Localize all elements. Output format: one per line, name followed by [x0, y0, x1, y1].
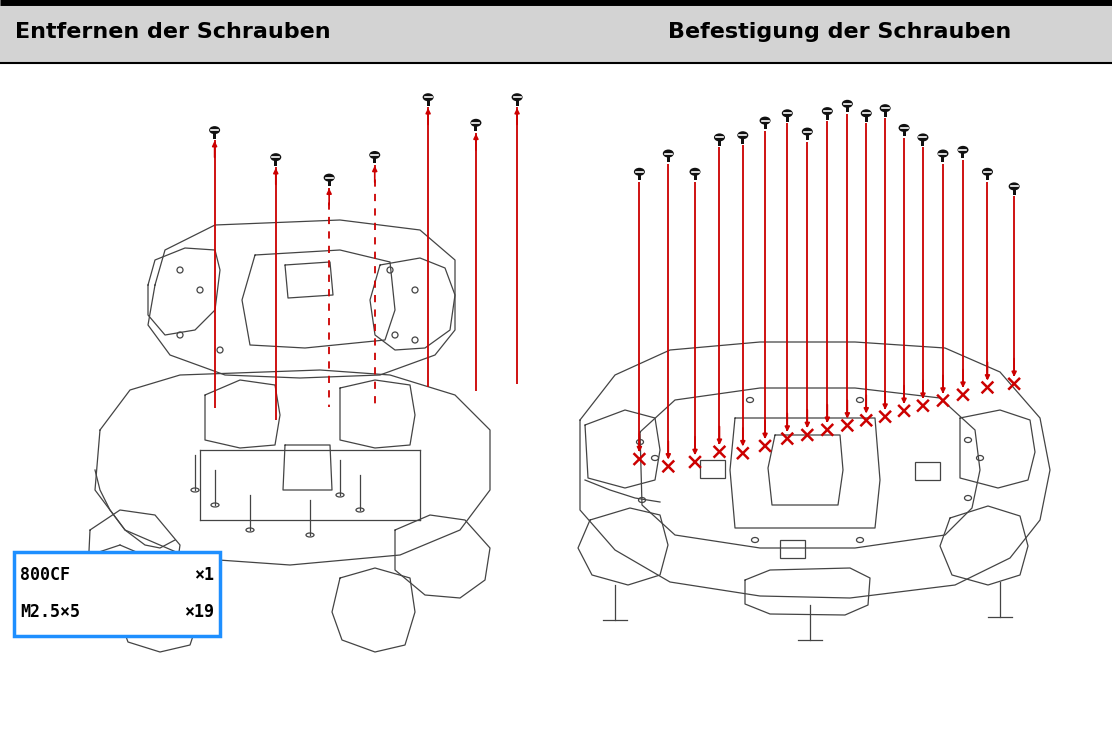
- Ellipse shape: [861, 110, 872, 117]
- Ellipse shape: [1009, 183, 1020, 190]
- Ellipse shape: [880, 105, 891, 112]
- Text: Befestigung der Schrauben: Befestigung der Schrauben: [668, 22, 1012, 42]
- Ellipse shape: [324, 174, 335, 181]
- Bar: [865, 117, 867, 122]
- Ellipse shape: [369, 151, 380, 159]
- Bar: [275, 161, 277, 166]
- Bar: [699, 460, 725, 478]
- Ellipse shape: [957, 146, 969, 154]
- Bar: [516, 101, 518, 106]
- Ellipse shape: [917, 134, 929, 141]
- Ellipse shape: [714, 134, 725, 141]
- Ellipse shape: [689, 168, 701, 175]
- Bar: [718, 141, 721, 146]
- Ellipse shape: [842, 100, 853, 107]
- Bar: [780, 540, 805, 558]
- Bar: [742, 139, 744, 144]
- Ellipse shape: [663, 150, 674, 157]
- Bar: [0, 0, 1112, 64]
- Bar: [846, 107, 848, 113]
- Bar: [786, 117, 788, 122]
- Bar: [1013, 190, 1015, 195]
- Ellipse shape: [270, 154, 281, 161]
- Text: Entfernen der Schrauben: Entfernen der Schrauben: [14, 22, 330, 42]
- Bar: [884, 112, 886, 117]
- Bar: [214, 134, 216, 139]
- Bar: [328, 181, 330, 186]
- Bar: [915, 462, 940, 480]
- Bar: [374, 159, 376, 164]
- Ellipse shape: [634, 168, 645, 175]
- FancyBboxPatch shape: [14, 552, 220, 636]
- Ellipse shape: [982, 168, 993, 175]
- Ellipse shape: [512, 94, 523, 101]
- Ellipse shape: [822, 107, 833, 115]
- Bar: [962, 154, 964, 159]
- Bar: [694, 175, 696, 181]
- Bar: [638, 175, 641, 181]
- Ellipse shape: [937, 150, 949, 157]
- Ellipse shape: [782, 110, 793, 117]
- Text: M2.5×5: M2.5×5: [20, 603, 80, 621]
- Ellipse shape: [423, 94, 434, 101]
- Bar: [667, 157, 669, 162]
- Bar: [764, 124, 766, 129]
- Ellipse shape: [759, 117, 771, 124]
- Text: ×19: ×19: [185, 603, 215, 621]
- Bar: [986, 175, 989, 181]
- Bar: [427, 101, 429, 106]
- Bar: [475, 126, 477, 132]
- Bar: [922, 141, 924, 146]
- Ellipse shape: [802, 128, 813, 135]
- Ellipse shape: [737, 132, 748, 139]
- Ellipse shape: [470, 119, 481, 126]
- Text: 800CF: 800CF: [20, 567, 70, 585]
- Ellipse shape: [898, 124, 910, 132]
- Bar: [942, 157, 944, 162]
- Bar: [826, 115, 828, 120]
- Bar: [806, 135, 808, 140]
- Text: ×1: ×1: [195, 567, 215, 585]
- Ellipse shape: [209, 126, 220, 134]
- Bar: [903, 132, 905, 137]
